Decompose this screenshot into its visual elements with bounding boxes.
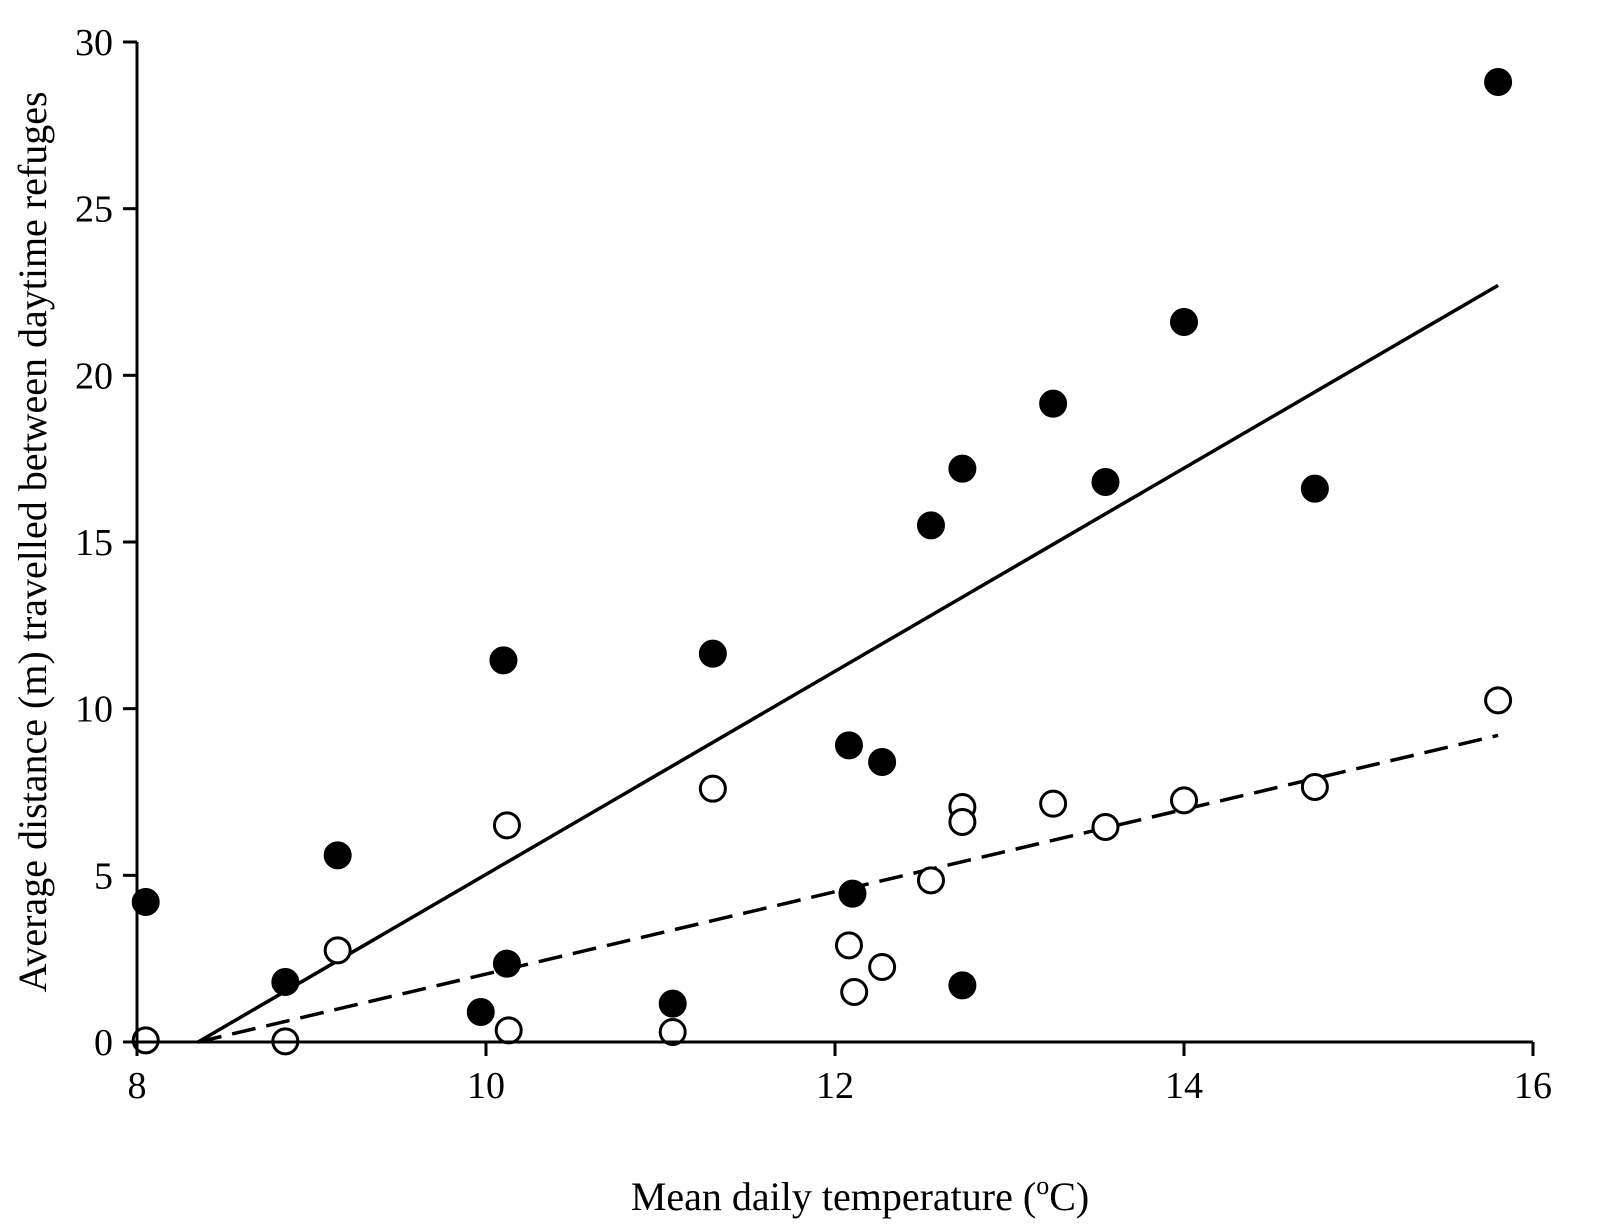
open-data-point [868, 953, 897, 981]
x-tick-label: 12 [816, 1065, 854, 1107]
filled-data-point [834, 731, 863, 760]
filled-data-point [1484, 68, 1513, 96]
filled-data-point [1300, 474, 1329, 503]
data-points [131, 68, 1513, 1056]
filled-data-point [1039, 389, 1068, 418]
x-tick-label: 14 [1165, 1065, 1203, 1107]
x-tick-label: 10 [467, 1065, 505, 1107]
open-data-point [131, 1026, 160, 1055]
filled-data-point [1170, 308, 1198, 336]
y-tick-label: 5 [94, 855, 113, 897]
fit-lines [197, 283, 1499, 1044]
filled-data-point [868, 748, 897, 776]
open-data-point [1091, 813, 1120, 841]
filled-data-point [323, 841, 352, 870]
x-tick-label: 8 [128, 1065, 147, 1107]
filled-data-point [698, 639, 727, 668]
open-data-point [1484, 686, 1513, 715]
x-tick-label: 16 [1514, 1065, 1552, 1107]
y-tick-label: 10 [75, 689, 113, 731]
filled-data-point [916, 511, 945, 540]
open-data-point [916, 866, 945, 895]
filled-data-point [658, 989, 687, 1018]
filled-data-point [131, 888, 160, 916]
y-tick-label: 0 [94, 1022, 113, 1064]
filled-data-point [466, 998, 495, 1026]
open-data-point [1300, 773, 1329, 801]
open-data-point [323, 936, 352, 965]
open-data-point [948, 808, 977, 836]
open-data-point [840, 978, 869, 1006]
x-axis-label: Mean daily temperature (oC) [631, 1171, 1089, 1219]
filled-data-point [1091, 468, 1120, 496]
y-tick-label: 20 [75, 355, 113, 397]
filled-data-point [948, 454, 977, 483]
filled-data-point [948, 971, 977, 1000]
filled-data-point [838, 879, 867, 908]
open-data-point [1039, 789, 1068, 818]
filled-data-point [492, 949, 521, 978]
open-data-point [834, 931, 863, 960]
filled-data-point [489, 646, 518, 675]
y-axis-label: Average distance (m) travelled between d… [10, 91, 55, 992]
open-data-point [658, 1018, 687, 1046]
y-tick-label: 15 [75, 522, 113, 564]
axes: 0 5 10 15 20 25 30 8 10 12 14 16 [75, 22, 1552, 1107]
filled-data-point [271, 968, 300, 996]
open-data-point [492, 811, 521, 840]
y-tick-label: 25 [75, 189, 113, 231]
axis-labels: Mean daily temperature (oC) Average dist… [10, 91, 1089, 1219]
solid-fit-line [197, 283, 1499, 1044]
open-data-point [494, 1016, 523, 1045]
open-data-point [1170, 786, 1198, 815]
y-tick-label: 30 [75, 22, 113, 64]
open-data-point [698, 774, 727, 803]
